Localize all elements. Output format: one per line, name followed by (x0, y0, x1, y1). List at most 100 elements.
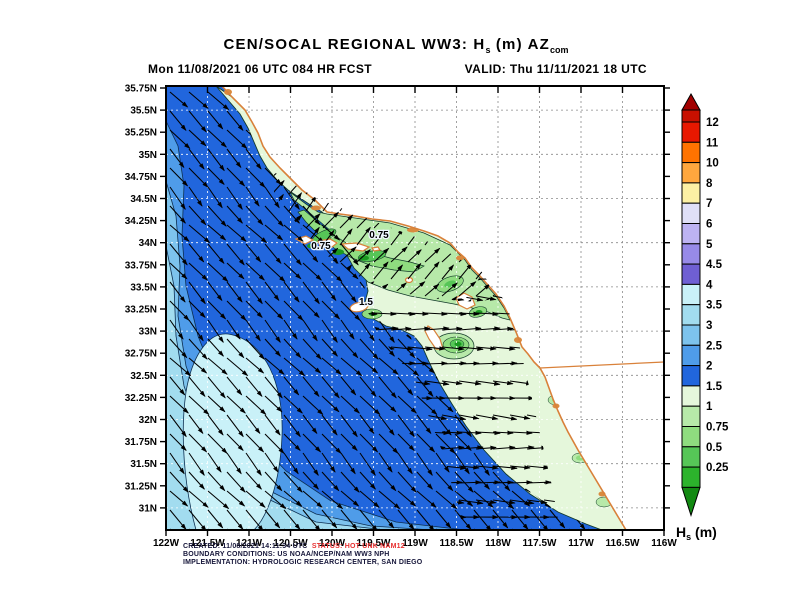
wave-direction-arrow (245, 167, 266, 188)
wave-direction-arrow (509, 380, 533, 386)
wave-direction-arrow (340, 319, 355, 340)
colorbar-tick-label: 6 (706, 219, 712, 231)
wave-direction-arrow (226, 433, 244, 452)
wave-direction-arrow (169, 452, 185, 475)
colorbar-segment (681, 202, 701, 224)
title-subscript-s: s (485, 45, 491, 55)
wave-direction-arrow (283, 338, 302, 359)
wave-direction-arrow (378, 414, 395, 436)
wave-direction-arrow (321, 300, 341, 320)
wave-direction-arrow (207, 281, 223, 302)
wave-direction-arrow (511, 509, 529, 530)
lon-tick-label: 117W (568, 538, 594, 549)
wave-direction-arrow (302, 509, 321, 530)
wave-direction-arrow (378, 319, 395, 343)
island-wave-shadow (454, 341, 462, 347)
colorbar-segment (681, 263, 701, 285)
status-label: STATUS: HOT UNK NAM12 (311, 543, 405, 550)
wave-direction-arrow (207, 167, 225, 186)
lon-tick-label: 116.5W (606, 538, 640, 549)
wave-direction-arrow (245, 243, 262, 263)
wave-direction-arrow (188, 281, 206, 305)
lat-tick-label: 32N (139, 415, 157, 426)
wave-direction-arrow (416, 452, 433, 476)
wave-direction-arrow (339, 214, 354, 229)
wave-direction-arrow (207, 224, 227, 241)
colorbar-segment (681, 466, 701, 488)
wave-direction-arrow (264, 167, 282, 186)
colorbar-tick-label: 11 (706, 137, 719, 149)
lon-tick-label: 119.5W (357, 538, 391, 549)
wave-direction-arrow (188, 167, 209, 188)
wave-direction-arrow (188, 433, 208, 453)
wave-direction-arrow (359, 471, 376, 490)
wave-direction-arrow (492, 465, 518, 470)
colorbar-segment (681, 426, 701, 448)
wave-direction-arrow (169, 338, 188, 359)
colorbar-segment (681, 121, 701, 143)
wave-direction-arrow (283, 243, 302, 266)
wave-direction-arrow (475, 283, 491, 297)
page-title: CEN/SOCAL REGIONAL WW3: Hs (m) AZcom (0, 36, 792, 55)
wave-direction-arrow (359, 414, 375, 435)
wave-direction-arrow (663, 363, 683, 364)
wave-direction-arrow (245, 433, 265, 453)
wave-direction-arrow (359, 509, 378, 530)
wave-direction-arrow (663, 177, 685, 181)
wave-direction-arrow (390, 311, 416, 317)
lat-tick-label: 32.5N (130, 371, 157, 382)
wave-direction-arrow (475, 465, 499, 470)
lon-tick-label: 122W (153, 538, 180, 549)
wave-direction-arrow (188, 205, 207, 226)
wave-direction-arrow (264, 452, 279, 473)
wave-direction-arrow (475, 380, 501, 386)
wave-direction-arrow (245, 224, 268, 244)
lat-tick-label: 33.5N (130, 282, 157, 293)
wave-direction-arrow (511, 490, 531, 507)
wave-direction-arrow (169, 129, 191, 150)
colorbar-tick-label: 0.75 (706, 422, 729, 434)
wave-direction-arrow (454, 452, 470, 475)
wave-direction-arrow (416, 490, 437, 508)
wave-direction-arrow (169, 490, 189, 507)
wave-direction-arrow (245, 471, 262, 490)
wave-direction-arrow (492, 509, 509, 529)
wave-direction-arrow (378, 471, 397, 492)
wave-direction-arrow (283, 281, 300, 303)
wave-direction-arrow (378, 357, 399, 375)
wave-direction-arrow (226, 129, 248, 150)
wave-direction-arrow (663, 209, 683, 211)
wave-direction-arrow (169, 509, 187, 530)
wave-direction-arrow (321, 433, 342, 454)
footer-line-2: BOUNDARY CONDITIONS: US NOAA/NCEP/NAM WW… (183, 551, 390, 558)
wave-direction-arrow (475, 414, 499, 421)
wave-direction-arrow (169, 110, 187, 131)
wave-direction-arrow (226, 281, 243, 303)
wave-direction-arrow (492, 346, 516, 351)
wave-direction-arrow (264, 433, 285, 454)
wave-direction-arrow (473, 509, 492, 530)
wave-direction-arrow (264, 395, 283, 413)
wave-direction-arrow (321, 357, 342, 375)
wave-direction-arrow (283, 300, 304, 321)
wave-direction-arrow (663, 331, 678, 347)
colorbar-tick-label: 3 (706, 320, 712, 332)
island-anacapa (370, 246, 382, 252)
contour-value-label: 0.75 (311, 241, 331, 252)
wave-direction-arrow (492, 445, 516, 450)
colorbar-tick-label: 4 (706, 279, 713, 291)
wave-direction-arrow (473, 452, 490, 476)
wave-direction-arrow (441, 414, 467, 421)
wave-direction-arrow (245, 300, 263, 319)
wave-direction-arrow (207, 91, 230, 111)
wave-direction-arrow (509, 430, 533, 436)
wave-direction-arrow (454, 509, 472, 530)
wave-direction-arrow (475, 295, 497, 301)
wave-direction-arrow (169, 205, 186, 224)
longitude-axis-labels: 122W 121.5W 121W 120.5W 120W 119.5W 119W 118.5W… (153, 538, 677, 549)
wave-direction-arrow (188, 452, 205, 476)
lon-tick-label: 119W (402, 538, 428, 549)
wave-direction-arrow (356, 226, 371, 246)
wave-direction-arrow (378, 452, 393, 473)
wave-direction-arrow (283, 452, 299, 475)
